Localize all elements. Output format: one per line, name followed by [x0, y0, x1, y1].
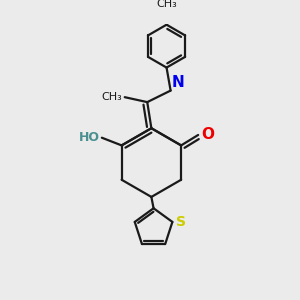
- Text: S: S: [176, 215, 186, 229]
- Text: CH₃: CH₃: [156, 0, 177, 9]
- Text: CH₃: CH₃: [102, 92, 122, 102]
- Text: HO: HO: [79, 131, 100, 144]
- Text: N: N: [171, 75, 184, 90]
- Text: O: O: [202, 127, 215, 142]
